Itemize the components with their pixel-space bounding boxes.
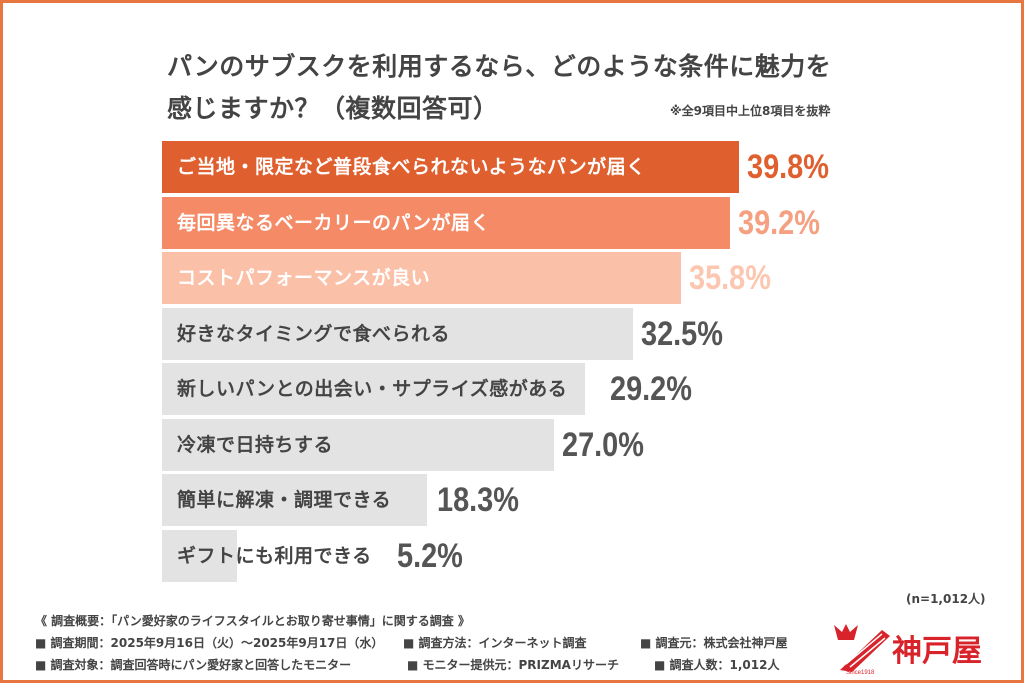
logo-mark-icon: Since1918 [834,624,890,676]
bar-label: 冷凍で日持ちする [177,433,334,456]
bar-label: 毎回異なるベーカリーのパンが届く [177,211,490,234]
sample-size: (n=1,012人) [906,592,986,606]
survey-count: ■ 調査人数：1,012人 [654,658,780,672]
kobeya-logo: Since1918 神戸屋 [832,620,1002,676]
value-label: 39.8% [747,148,830,186]
survey-period: ■ 調査期間：2025年9月16日（火）～2025年9月17日（水） [35,636,384,650]
value-label: 35.8% [689,259,772,297]
value-label: 18.3% [437,481,519,519]
bar: ギフトにも利用できる [162,529,371,582]
value-label: 27.0% [561,425,644,464]
chart-note: ※全9項目中上位8項目を抜粋 [670,104,831,118]
svg-text:Since1918: Since1918 [846,670,875,675]
bar: コストパフォーマンスが良い [162,252,682,304]
bar-label: コストパフォーマンスが良い [177,267,431,289]
survey-method: ■ 調査方法：インターネット調査 [403,636,587,650]
bar-label: 新しいパンとの出会い・サプライズ感がある [177,378,568,400]
title-line-1: パンのサブスクを利用するなら、どのような条件に魅力を [167,52,832,81]
bar: 簡単に解凍・調理できる [162,474,428,526]
value-label: 29.2% [610,370,692,408]
bar-label: 簡単に解凍・調理できる [177,489,392,511]
bar: 毎回異なるベーカリーのパンが届く [162,196,731,249]
survey-target: ■ 調査対象：調査回答時にパン愛好家と回答したモニター [35,658,352,672]
survey-overview: 《 調査概要：「パン愛好家のライフスタイルとお取り寄せ事情」に関する調査 》 [35,614,470,628]
bar-label: ギフトにも利用できる [177,544,372,567]
chart-title: パンのサブスクを利用するなら、どのような条件に魅力を 感じますか？（複数回答可） [167,46,831,130]
survey-source: ■ 調査元：株式会社神戸屋 [640,636,788,650]
bar: 好きなタイミングで食べられる [162,307,634,360]
bar: 冷凍で日持ちする [162,418,554,471]
bar-label: ご当地・限定など普段食べられないようなパンが届く [177,156,646,178]
value-label: 39.2% [738,203,821,242]
title-line-2: 感じますか？（複数回答可） [167,94,499,123]
bar-label: 好きなタイミングで食べられる [177,322,451,345]
monitor-provider: ■ モニター提供元：PRIZMAリサーチ [407,658,619,672]
value-label: 32.5% [641,314,724,353]
bar: ご当地・限定など普段食べられないようなパンが届く [162,141,740,193]
value-label: 5.2% [397,536,463,575]
logo-text: 神戸屋 [892,634,982,669]
bar: 新しいパンとの出会い・サプライズ感がある [162,363,586,415]
